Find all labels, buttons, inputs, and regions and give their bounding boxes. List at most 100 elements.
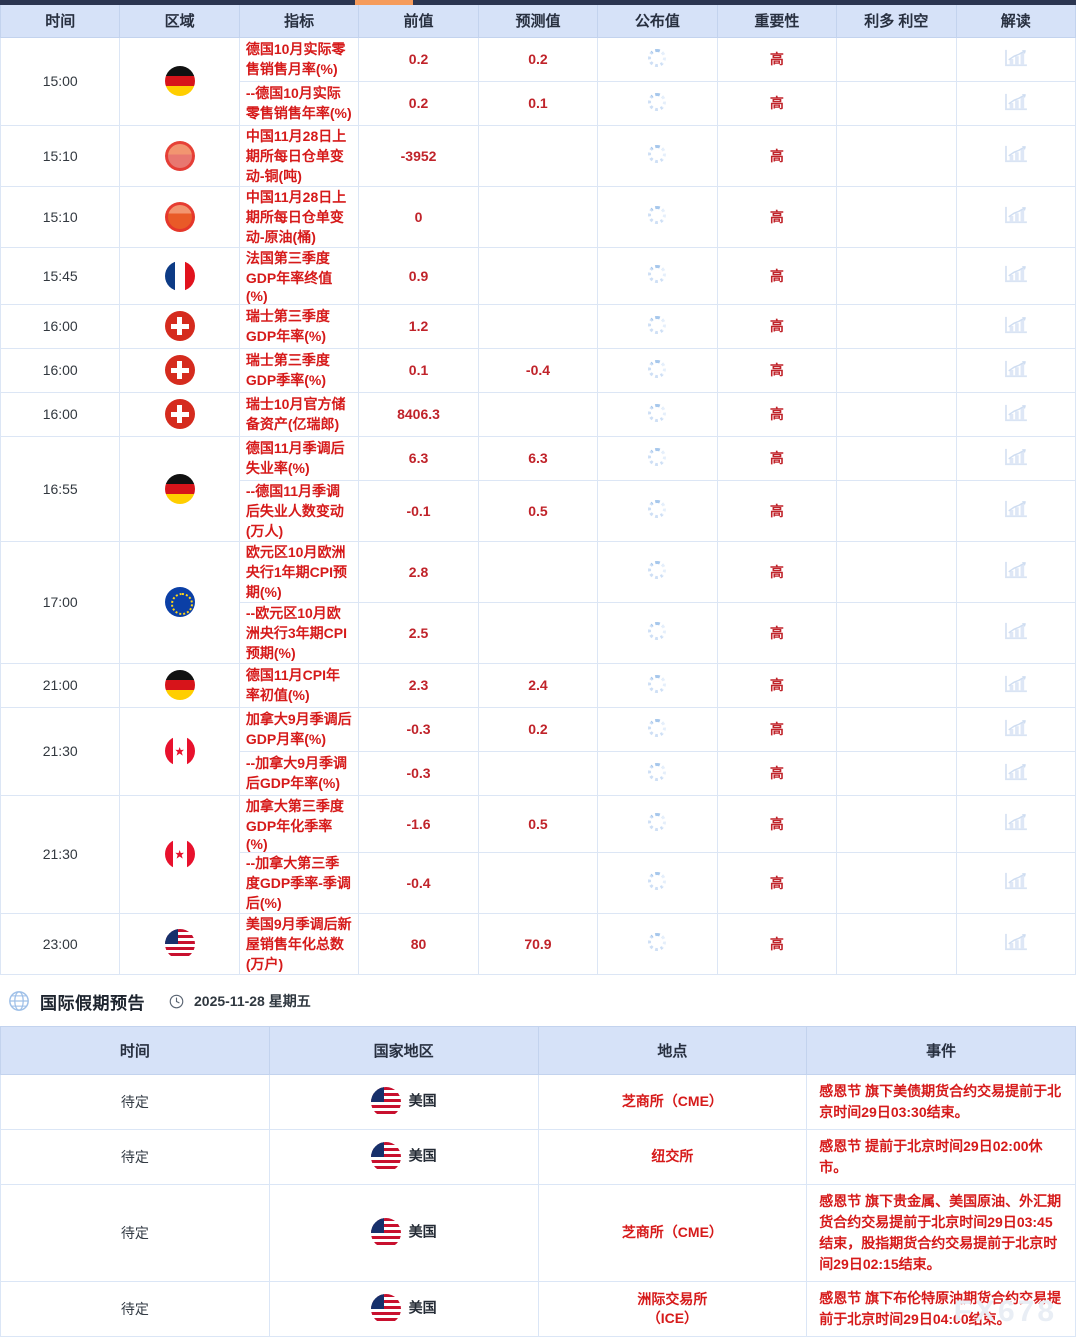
event-indicator[interactable]: 欧元区10月欧洲央行1年期CPI预期(%) [238,540,360,603]
event-interpretation[interactable] [955,347,1076,393]
chart-icon[interactable] [1004,621,1028,641]
event-interpretation[interactable] [955,185,1076,248]
chart-icon[interactable] [1004,48,1028,68]
chart-icon[interactable] [1004,718,1028,738]
flag-us-icon [370,1293,401,1324]
holiday-row[interactable]: 待定 美国 纽交所 感恩节 提前于北京时间29日02:00休市。 [0,1128,1076,1185]
event-forecast [477,303,599,349]
chart-icon[interactable] [1004,359,1028,379]
calendar-row[interactable]: 21:00 德国11月CPI年率初值(%) 2.3 2.4 高 [0,662,1076,708]
event-interpretation[interactable] [955,479,1076,542]
calendar-row[interactable]: 23:00 美国9月季调后新屋销售年化总数(万户) 80 70.9 高 [0,912,1076,975]
event-interpretation[interactable] [955,662,1076,708]
event-importance: 高 [716,540,838,603]
calendar-row[interactable]: 16:00 瑞士第三季度GDP季率(%) 0.1 -0.4 高 [0,347,1076,393]
chart-icon[interactable] [1004,762,1028,782]
event-published [597,347,718,393]
event-interpretation[interactable] [955,303,1076,349]
chart-icon[interactable] [1004,812,1028,832]
flag-us-icon [370,1086,401,1117]
calendar-row[interactable]: 21:30 加拿大9月季调后GDP月率(%) -0.3 0.2 高 [0,706,1076,796]
event-region [119,185,240,248]
calendar-row[interactable]: --德国10月实际零售销售年率(%) 0.2 0.1 高 [1,80,1076,126]
chart-icon[interactable] [1004,205,1028,225]
holiday-row[interactable]: 待定 美国 芝商所（CME） 感恩节 旗下美债期货合约交易提前于北京时间29日03:3… [0,1073,1076,1130]
event-bull-bear [836,750,957,796]
flag-us-icon [370,1141,401,1172]
event-indicator[interactable]: 德国11月季调后失业率(%) [238,435,360,481]
event-indicator[interactable]: 中国11月28日上期所每日仓单变动-原油(桶) [238,185,360,248]
event-forecast: 0.5 [477,794,599,853]
event-indicator[interactable]: --加拿大9月季调后GDP年率(%) [238,750,360,796]
event-indicator[interactable]: --欧元区10月欧洲央行3年期CPI预期(%) [238,601,360,664]
event-indicator[interactable]: 瑞士第三季度GDP季率(%) [238,347,360,393]
calendar-row[interactable]: --德国11月季调后失业人数变动(万人) -0.1 0.5 高 [1,479,1076,542]
calendar-row[interactable]: 15:45 法国第三季度GDP年率终值(%) 0.9 高 [0,246,1076,305]
event-bull-bear [836,124,957,187]
event-indicator[interactable]: 德国10月实际零售销售月率(%) [238,36,360,82]
calendar-row[interactable]: 21:30 加拿大第三季度GDP年化季率(%) -1.6 0.5 高 [0,794,1076,914]
calendar-row[interactable]: --加拿大第三季度GDP季率-季调后(%) -0.4 高 [1,851,1076,914]
chart-icon[interactable] [1004,499,1028,519]
event-interpretation[interactable] [955,435,1076,481]
chart-icon[interactable] [1004,144,1028,164]
event-interpretation[interactable] [955,794,1076,853]
event-interpretation[interactable] [955,80,1076,126]
event-indicator[interactable]: 中国11月28日上期所每日仓单变动-铜(吨) [238,124,360,187]
event-indicator[interactable]: 德国11月CPI年率初值(%) [238,662,360,708]
calendar-row[interactable]: 16:00 瑞士10月官方储备资产(亿瑞郎) 8406.3 高 [0,391,1076,437]
event-interpretation[interactable] [955,124,1076,187]
event-interpretation[interactable] [955,36,1076,82]
event-indicator[interactable]: 加拿大第三季度GDP年化季率(%) [238,794,360,853]
event-indicator[interactable]: --德国11月季调后失业人数变动(万人) [238,479,360,542]
flag-de-icon [164,66,195,96]
flag-eu-icon [164,587,195,617]
event-region [119,347,240,393]
calendar-row[interactable]: 15:10 中国11月28日上期所每日仓单变动-原油(桶) 0 高 [0,185,1076,248]
event-time: 16:55 [0,435,121,542]
hcol-event: 事件 [806,1025,1076,1075]
flag-de-icon [164,473,195,504]
chart-icon[interactable] [1004,92,1028,112]
event-indicator[interactable]: 美国9月季调后新屋销售年化总数(万户) [238,912,360,975]
event-indicator[interactable]: 瑞士10月官方储备资产(亿瑞郎) [238,391,360,437]
event-indicator[interactable]: 加拿大9月季调后GDP月率(%) [238,706,360,752]
active-tab-indicator[interactable] [355,0,413,5]
event-published [597,479,718,542]
event-indicator[interactable]: 法国第三季度GDP年率终值(%) [238,246,360,305]
calendar-row[interactable]: 17:00 欧元区10月欧洲央行1年期CPI预期(%) 2.8 高 [0,540,1076,664]
chart-icon[interactable] [1004,315,1028,335]
event-published [597,36,718,82]
chart-icon[interactable] [1004,560,1028,580]
event-interpretation[interactable] [955,750,1076,796]
chart-icon[interactable] [1004,674,1028,694]
holiday-place: 洲际交易所 （ICE） [537,1280,808,1337]
event-interpretation[interactable] [955,851,1076,914]
event-interpretation[interactable] [955,540,1076,603]
calendar-row[interactable]: 16:55 德国11月季调后失业率(%) 6.3 6.3 高 [0,435,1076,542]
calendar-row[interactable]: 16:00 瑞士第三季度GDP年率(%) 1.2 高 [0,303,1076,349]
event-previous: -0.3 [358,750,479,796]
event-interpretation[interactable] [955,706,1076,752]
calendar-row[interactable]: --加拿大9月季调后GDP年率(%) -0.3 高 [1,750,1076,796]
holiday-time: 待定 [0,1073,270,1130]
calendar-row[interactable]: 15:00 德国10月实际零售销售月率(%) 0.2 0.2 高 [0,36,1076,126]
event-interpretation[interactable] [955,912,1076,975]
chart-icon[interactable] [1004,264,1028,284]
event-published [597,750,718,796]
event-region [119,36,240,126]
event-indicator[interactable]: --加拿大第三季度GDP季率-季调后(%) [238,851,360,914]
event-indicator[interactable]: --德国10月实际零售销售年率(%) [238,80,360,126]
event-indicator[interactable]: 瑞士第三季度GDP年率(%) [238,303,360,349]
event-interpretation[interactable] [955,246,1076,305]
loading-spinner-icon [648,145,667,163]
event-interpretation[interactable] [955,601,1076,664]
calendar-row[interactable]: 15:10 中国11月28日上期所每日仓单变动-铜(吨) -3952 高 [0,124,1076,187]
chart-icon[interactable] [1004,932,1028,952]
chart-icon[interactable] [1004,403,1028,423]
holiday-row[interactable]: 待定 美国 芝商所（CME） 感恩节 旗下贵金属、美国原油、外汇期货合约交易提前于北京… [0,1183,1076,1282]
chart-icon[interactable] [1004,871,1028,891]
event-interpretation[interactable] [955,391,1076,437]
holiday-row[interactable]: 待定 美国 洲际交易所 （ICE） 感恩节 旗下布伦特原油期货合约交易提前于北京时间29… [0,1280,1076,1337]
chart-icon[interactable] [1004,447,1028,467]
